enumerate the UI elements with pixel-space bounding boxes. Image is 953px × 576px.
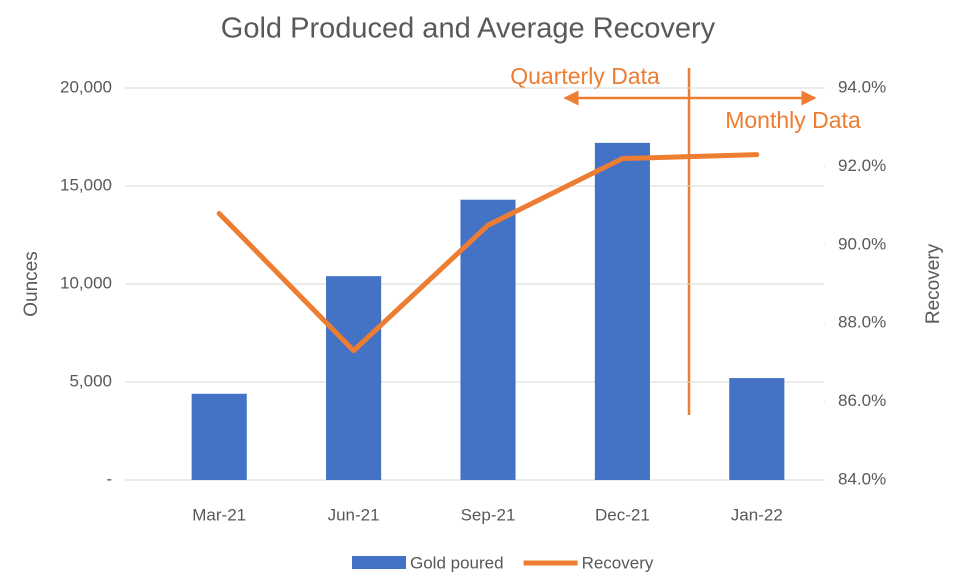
x-tick-label: Sep-21 [461,505,516,524]
x-tick-label: Jan-22 [731,505,783,524]
legend-label: Gold poured [410,553,504,572]
y2-tick-label: 84.0% [838,469,886,488]
y-tick-label: 15,000 [60,175,112,194]
legend-label: Recovery [582,553,654,572]
chart-title: Gold Produced and Average Recovery [221,13,716,45]
bar [191,393,247,480]
y2-axis-title: Recovery [923,243,944,324]
bar [594,142,650,480]
y-axis-title: Ounces [21,251,42,316]
y2-tick-label: 94.0% [838,77,886,96]
bar [729,378,785,480]
y2-tick-label: 86.0% [838,391,886,410]
x-tick-label: Dec-21 [595,505,650,524]
x-tick-label: Jun-21 [328,505,380,524]
y2-tick-label: 90.0% [838,234,886,253]
x-tick-label: Mar-21 [192,505,246,524]
bar [326,276,382,480]
legend-swatch [352,556,406,569]
bar [460,199,516,480]
y2-tick-label: 92.0% [838,156,886,175]
annotation: Quarterly Data [510,63,660,89]
y-tick-label: 5,000 [69,371,112,390]
y2-tick-label: 88.0% [838,313,886,332]
y-tick-label: 20,000 [60,77,112,96]
line [216,152,760,354]
annotation: Monthly Data [725,107,861,133]
y-tick-label: 10,000 [60,273,112,292]
y-tick-label: - [106,469,112,488]
